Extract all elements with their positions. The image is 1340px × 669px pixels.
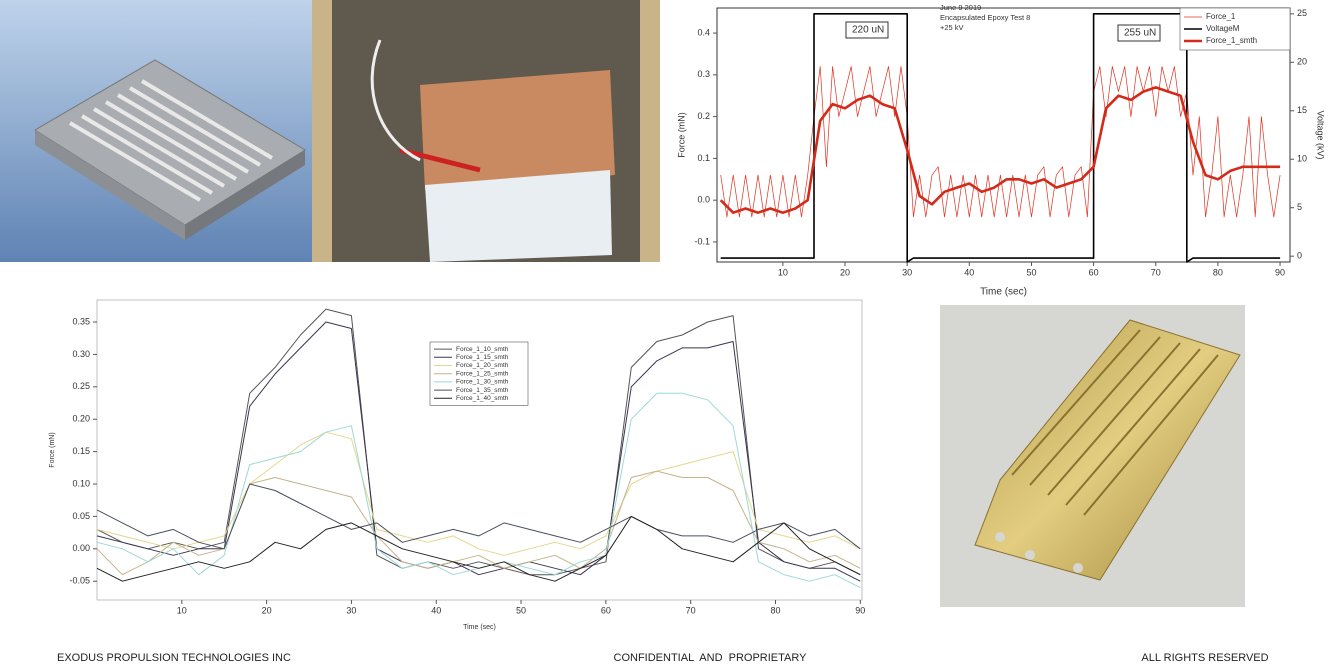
x-tick-label: 10 [778, 267, 788, 277]
legend-label: Force_1_20_smth [456, 362, 509, 369]
y-axis-label: Force (mN) [49, 432, 56, 467]
y-tick-label: 0.10 [72, 478, 90, 488]
legend-label: Force_1 [1206, 12, 1236, 21]
y-tick-label: 0.05 [72, 511, 90, 521]
x-tick-label: 50 [1026, 267, 1036, 277]
x-tick-label: 30 [902, 267, 912, 277]
y-tick-label: -0.05 [69, 576, 90, 586]
legend-label: Force_1_25_smth [456, 370, 509, 377]
annotation: 255 uN [1124, 28, 1156, 39]
y-tick-label: 0.3 [697, 69, 710, 79]
x-axis-label: Time (sec) [463, 624, 496, 631]
x-tick-label: 50 [516, 605, 526, 615]
x-tick-label: 70 [686, 605, 696, 615]
y2-tick-label: 0 [1297, 251, 1302, 261]
footer-right: ALL RIGHTS RESERVED [1141, 652, 1268, 664]
y2-tick-label: 25 [1297, 8, 1307, 18]
y2-tick-label: 10 [1297, 154, 1307, 164]
slide: EXODUS PROPULSION TECHNOLOGIES INC CONFI… [0, 0, 1340, 669]
y-tick-label: 0.25 [72, 381, 90, 391]
y-tick-label: 0.4 [697, 27, 710, 37]
y-tick-label: 0.20 [72, 414, 90, 424]
series-line [721, 14, 1280, 262]
legend-label: Force_1_smth [1206, 36, 1257, 45]
y-axis-label: Force (mN) [676, 112, 686, 158]
gold-plate-photo [940, 305, 1245, 607]
x-tick-label: 20 [840, 267, 850, 277]
x-tick-label: 10 [177, 605, 187, 615]
series-line [721, 67, 1280, 217]
legend-label: Force_1_10_smth [456, 346, 509, 353]
x-tick-label: 20 [262, 605, 272, 615]
y-tick-label: 0.2 [697, 111, 710, 121]
y-tick-label: 0.30 [72, 349, 90, 359]
x-tick-label: 80 [770, 605, 780, 615]
annotation: Encapsulated Epoxy Test 8 [940, 13, 1030, 22]
x-tick-label: 40 [431, 605, 441, 615]
legend-label: Force_1_30_smth [456, 379, 509, 386]
test-rig-photo [312, 0, 660, 262]
cad-render [0, 0, 312, 262]
legend-label: VoltageM [1206, 24, 1240, 33]
x-tick-label: 30 [346, 605, 356, 615]
y2-tick-label: 5 [1297, 202, 1302, 212]
y2-tick-label: 15 [1297, 105, 1307, 115]
x-tick-label: 80 [1213, 267, 1223, 277]
x-tick-label: 60 [601, 605, 611, 615]
y2-tick-label: 20 [1297, 57, 1307, 67]
y-tick-label: 0.00 [72, 543, 90, 553]
y-tick-label: 0.1 [697, 153, 710, 163]
y2-axis-label: Voltage (kV) [1316, 110, 1326, 159]
x-tick-label: 60 [1089, 267, 1099, 277]
x-tick-label: 90 [855, 605, 865, 615]
legend-label: Force_1_15_smth [456, 354, 509, 361]
y-tick-label: 0.35 [72, 316, 90, 326]
x-axis-label: Time (sec) [980, 287, 1027, 298]
y-tick-label: -0.1 [694, 236, 710, 246]
y-tick-label: 0.15 [72, 446, 90, 456]
x-tick-label: 70 [1151, 267, 1161, 277]
legend-label: Force_1_40_smth [456, 395, 509, 402]
annotation: +25 kV [940, 23, 964, 32]
annotation: 220 uN [852, 25, 884, 36]
annotation: June 9 2019 [940, 3, 981, 12]
footer-left: EXODUS PROPULSION TECHNOLOGIES INC [57, 652, 291, 664]
x-tick-label: 40 [964, 267, 974, 277]
legend-label: Force_1_35_smth [456, 387, 509, 394]
series-line [97, 471, 860, 575]
footer-center: CONFIDENTIAL AND PROPRIETARY [614, 652, 808, 664]
y-tick-label: 0.0 [697, 195, 710, 205]
x-tick-label: 90 [1275, 267, 1285, 277]
